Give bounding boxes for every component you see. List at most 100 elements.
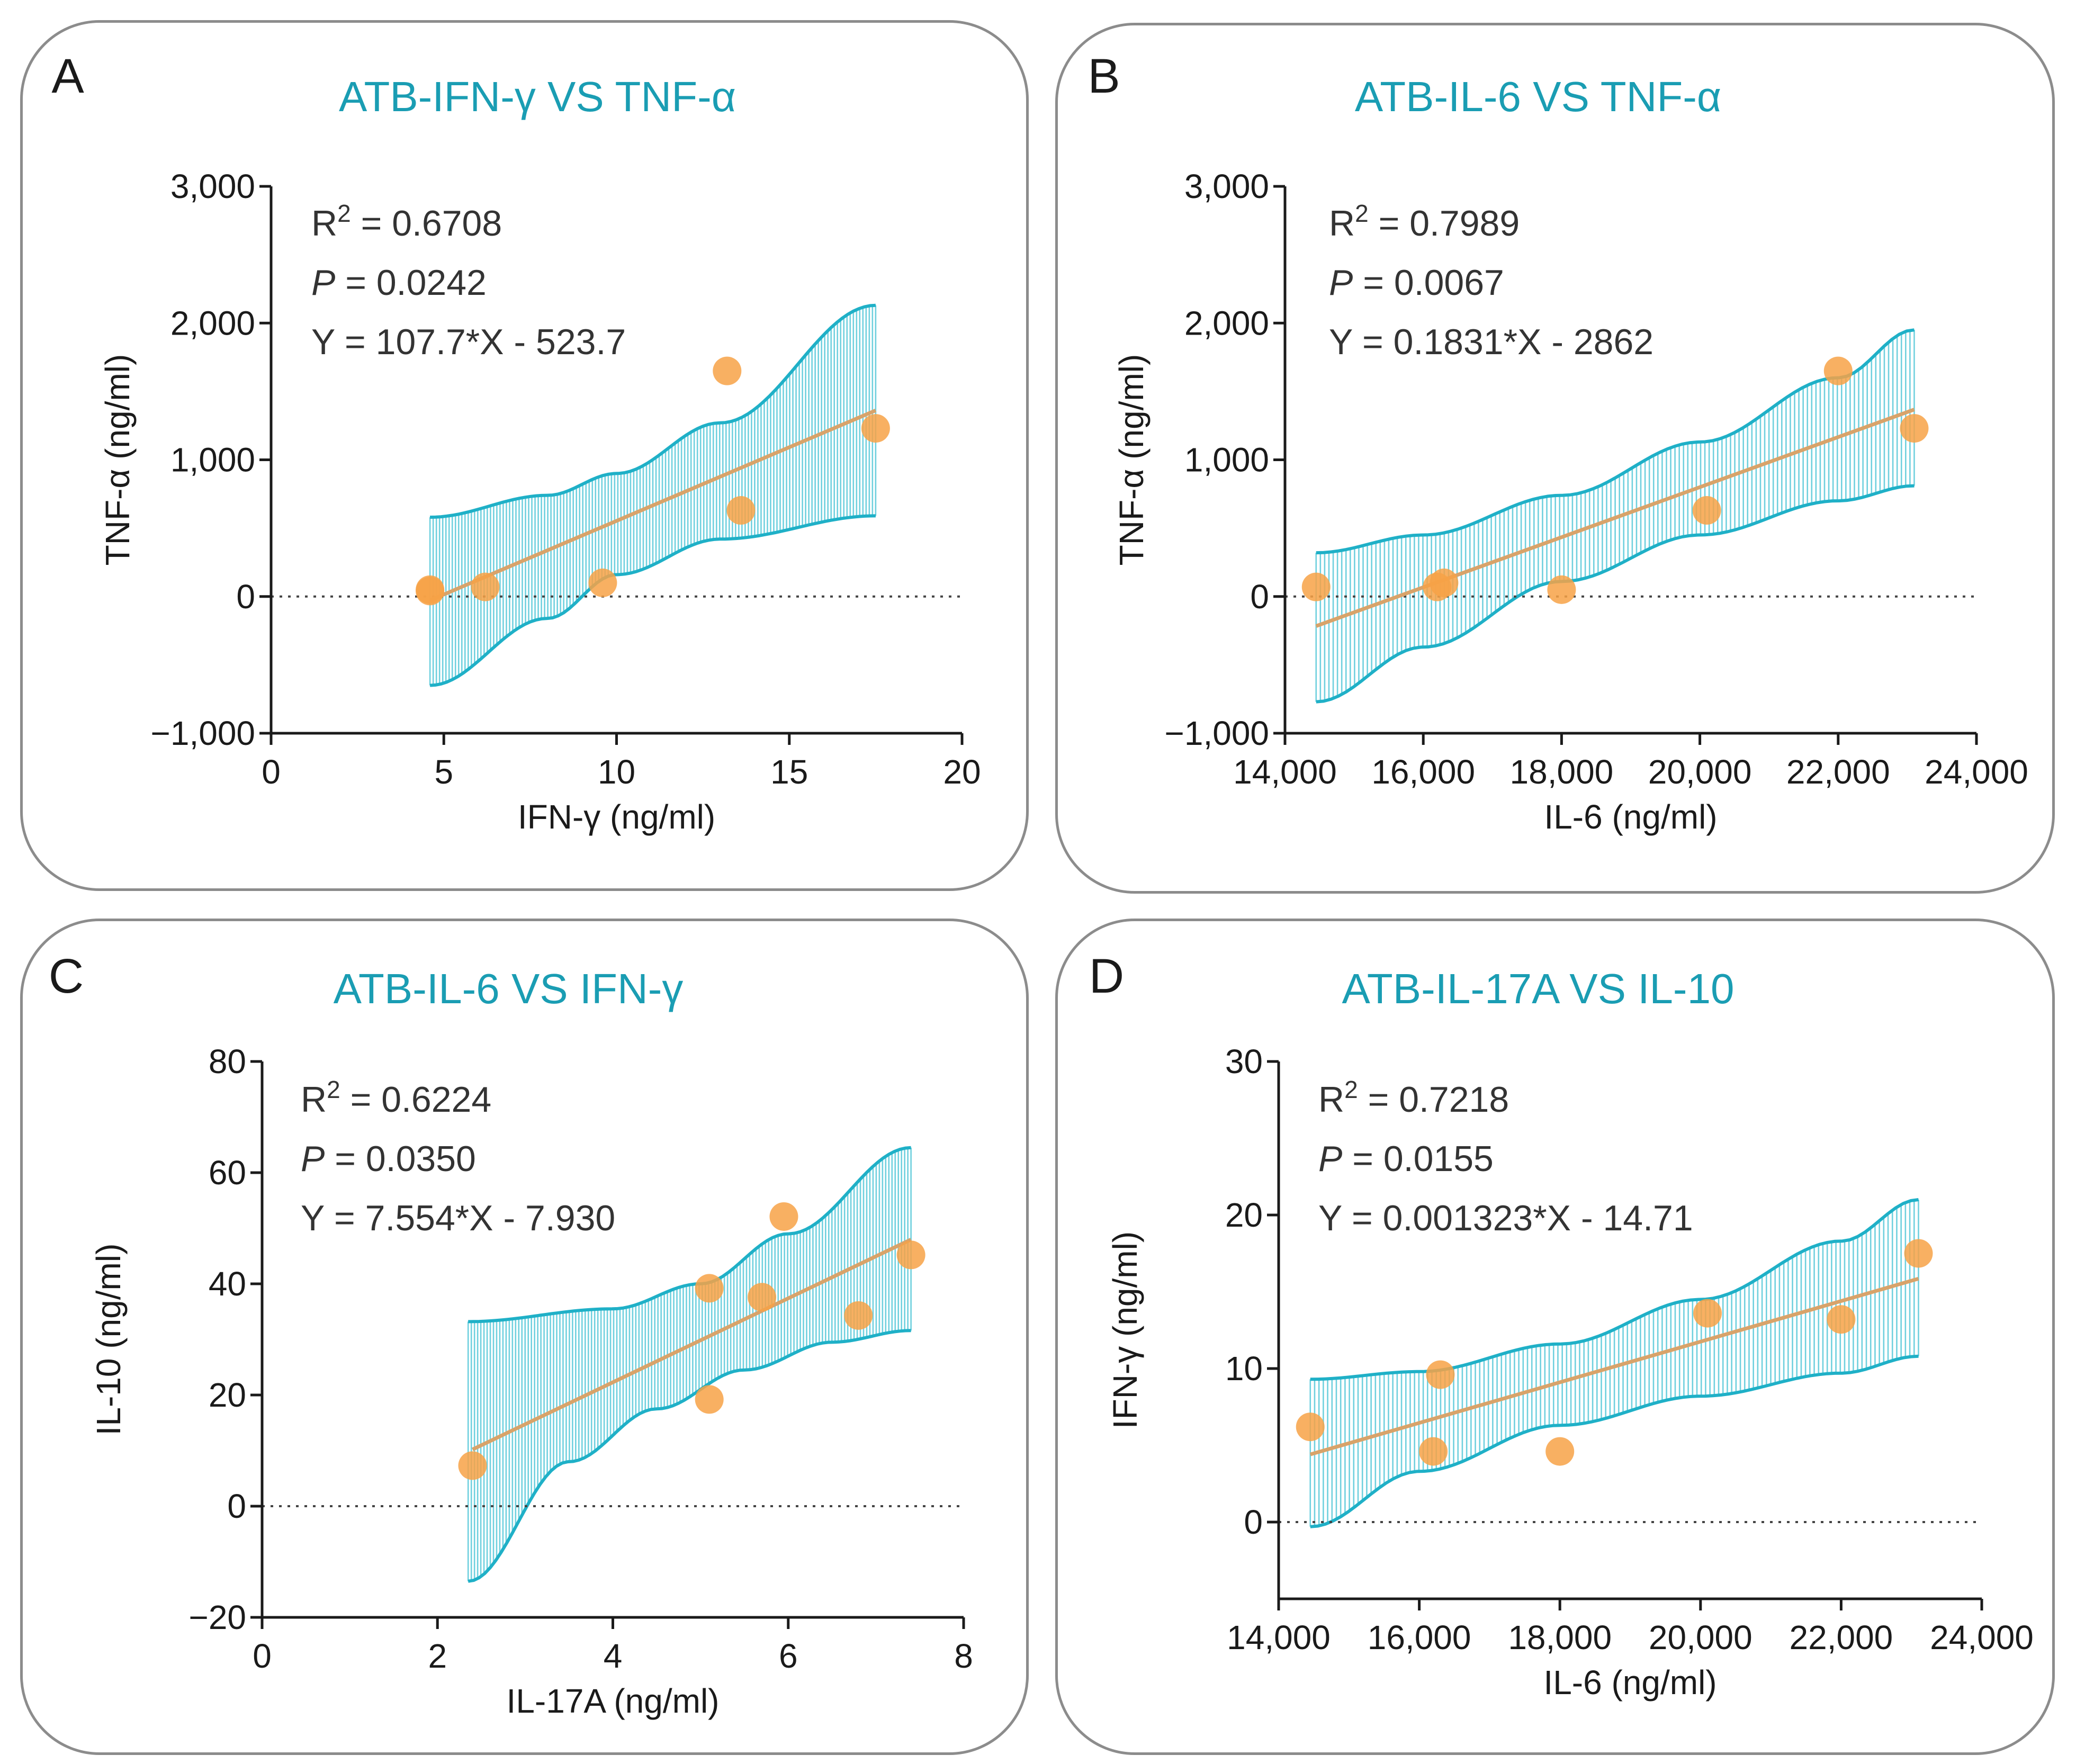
x-tick-label: 22,000 [1790, 1618, 1893, 1657]
data-point [1904, 1239, 1933, 1268]
data-point [458, 1451, 487, 1480]
y-tick-label: 20 [1225, 1196, 1263, 1234]
data-point [1547, 575, 1576, 604]
band-lower-line [429, 514, 876, 687]
x-tick-label: 20,000 [1649, 1618, 1753, 1657]
chart-title: ATB-IFN-γ VS TNF-α [339, 73, 736, 120]
x-tick-label: 2 [428, 1637, 447, 1675]
y-axis-label: TNF-α (ng/ml) [98, 354, 137, 566]
regression-line [1309, 1276, 1919, 1456]
band-upper-line [468, 1146, 911, 1324]
x-tick-label: 14,000 [1233, 753, 1337, 791]
x-tick-label: 5 [434, 753, 453, 791]
data-point [713, 356, 742, 385]
data-point [1430, 568, 1459, 597]
y-tick-label: −1,000 [1164, 714, 1269, 752]
chart-title: ATB-IL-17A VS IL-10 [1342, 965, 1734, 1012]
y-tick-label: 0 [236, 578, 255, 616]
band-upper-line [1310, 1198, 1919, 1381]
x-tick-label: 15 [770, 753, 808, 791]
data-point [416, 577, 445, 606]
y-tick-label: 30 [1225, 1042, 1263, 1081]
chart-panel-a: A ATB-IFN-γ VS TNF-α−1,00001,0002,0003,00… [51, 49, 981, 836]
y-tick-label: 3,000 [170, 167, 255, 205]
data-point [1693, 1299, 1722, 1328]
chart-title: ATB-IL-6 VS TNF-α [1355, 73, 1721, 120]
y-tick-label: 0 [227, 1487, 246, 1525]
regression-equation: Y = 0.001323*X - 14.71 [1318, 1198, 1693, 1238]
x-axis-label: IL-6 (ng/ml) [1543, 1663, 1716, 1702]
confidence-band [467, 1146, 912, 1583]
data-point [1545, 1437, 1575, 1466]
data-point [1823, 356, 1853, 385]
y-tick-label: 60 [209, 1154, 246, 1192]
p-value-annotation: P = 0.0155 [1318, 1139, 1494, 1179]
y-axis-label: IL-10 (ng/ml) [89, 1244, 128, 1436]
data-point [861, 414, 890, 443]
data-point [1301, 572, 1331, 601]
chart-panel-b: B ATB-IL-6 VS TNF-α −1,000 0 1,000 2,000 3,000… [1088, 49, 2028, 836]
x-tick-label: 22,000 [1786, 753, 1890, 791]
band-upper-line [430, 303, 876, 519]
x-axis-label: IL-6 (ng/ml) [1544, 798, 1717, 836]
band-lower-line [1310, 1354, 1919, 1528]
regression-equation: Y = 0.1831*X - 2862 [1329, 322, 1653, 362]
r-squared-annotation: R2 = 0.7218 [1318, 1076, 1509, 1120]
data-point [726, 496, 756, 525]
band-upper-line [1316, 328, 1915, 555]
x-tick-label: 8 [954, 1637, 973, 1675]
y-tick-label: −20 [188, 1598, 246, 1636]
data-point [1692, 496, 1721, 525]
panel-a-frame [20, 20, 1029, 891]
data-point [844, 1301, 873, 1330]
x-tick-label: 20,000 [1648, 753, 1752, 791]
data-point [1827, 1305, 1856, 1334]
data-point [695, 1385, 724, 1414]
x-tick-label: 18,000 [1508, 1618, 1612, 1657]
y-tick-label: 1,000 [1184, 441, 1269, 479]
x-tick-label: 0 [262, 753, 281, 791]
confidence-band [1309, 1198, 1919, 1528]
y-axis-label: TNF-α (ng/ml) [1112, 354, 1151, 566]
y-tick-label: 0 [1244, 1503, 1263, 1541]
y-tick-label: 80 [209, 1042, 246, 1081]
r-squared-annotation: R2 = 0.6708 [311, 200, 502, 244]
y-tick-label: 2,000 [1184, 304, 1269, 342]
chart-title: ATB-IL-6 VS IFN-γ [334, 965, 684, 1012]
r-squared-annotation: R2 = 0.7989 [1329, 200, 1520, 244]
data-point [471, 572, 500, 601]
y-tick-label: 40 [209, 1265, 246, 1303]
r-squared-annotation: R2 = 0.6224 [301, 1076, 491, 1120]
regression-equation: Y = 107.7*X - 523.7 [311, 322, 626, 362]
y-tick-label: 1,000 [170, 441, 255, 479]
x-tick-label: 10 [598, 753, 635, 791]
data-point [695, 1274, 724, 1303]
data-point [1426, 1360, 1455, 1389]
y-tick-label: 10 [1225, 1349, 1263, 1388]
x-tick-label: 20 [943, 753, 981, 791]
data-point [769, 1202, 798, 1231]
y-tick-label: 20 [209, 1376, 246, 1414]
band-lower-line [1316, 484, 1915, 704]
data-point [1419, 1437, 1448, 1466]
y-axis-label: IFN-γ (ng/ml) [1106, 1231, 1144, 1429]
regression-equation: Y = 7.554*X - 7.930 [301, 1198, 615, 1238]
x-tick-label: 14,000 [1227, 1618, 1331, 1657]
x-tick-label: 24,000 [1930, 1618, 2034, 1657]
y-tick-label: 3,000 [1184, 167, 1269, 205]
x-tick-label: 0 [253, 1637, 272, 1675]
data-point [896, 1240, 925, 1270]
x-tick-label: 6 [779, 1637, 798, 1675]
x-tick-label: 16,000 [1371, 753, 1475, 791]
y-tick-label: 0 [1250, 578, 1269, 616]
p-value-annotation: P = 0.0350 [301, 1139, 476, 1179]
x-tick-label: 18,000 [1510, 753, 1614, 791]
data-point [748, 1283, 777, 1312]
x-tick-label: 16,000 [1368, 1618, 1471, 1657]
p-value-annotation: P = 0.0242 [311, 263, 487, 303]
panel-letter: D [1089, 949, 1124, 1003]
data-point [1900, 414, 1929, 443]
panel-letter: B [1088, 49, 1120, 103]
